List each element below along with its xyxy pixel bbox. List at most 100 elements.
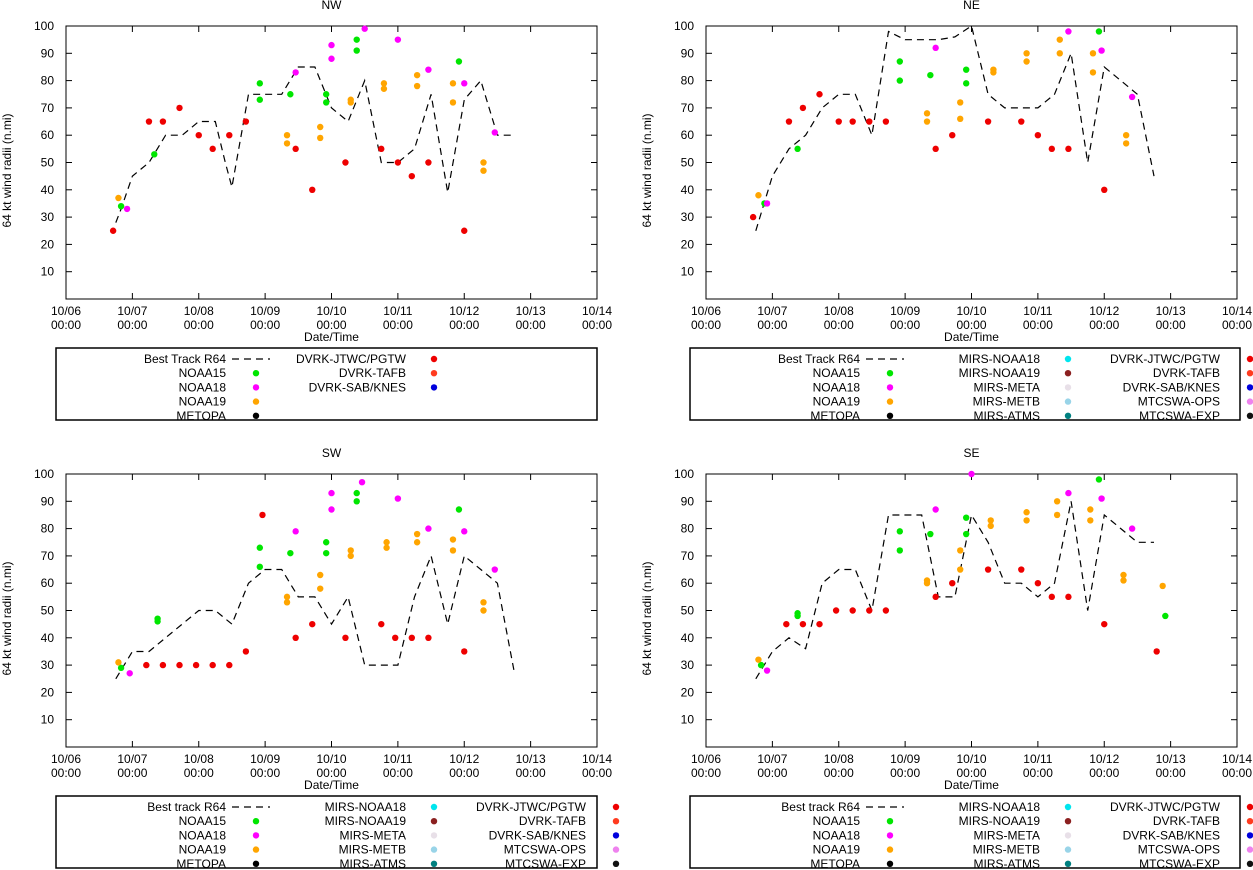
data-point-dvrk-jtwc-pgtw: [408, 172, 416, 180]
data-point-dvrk-jtwc-pgtw: [1018, 118, 1025, 125]
x-tick-label: 10/14: [1222, 304, 1252, 318]
y-tick-label: 50: [41, 604, 55, 618]
legend-marker: [612, 846, 620, 853]
data-point-noaa19: [449, 99, 457, 106]
legend-marker: [1246, 860, 1253, 867]
y-tick-label: 100: [674, 467, 694, 481]
data-point-noaa19: [1023, 50, 1030, 57]
data-point-dvrk-jtwc-pgtw: [816, 91, 823, 98]
x-tick-label: 10/09: [250, 304, 280, 318]
data-point-noaa18: [932, 44, 939, 52]
plot-frame: [705, 25, 1238, 300]
legend-marker: [252, 846, 260, 853]
x-tick-label: 00:00: [691, 318, 721, 332]
legend-marker: [612, 818, 620, 825]
data-point-noaa19: [347, 99, 354, 106]
data-point-noaa18: [461, 80, 468, 87]
y-tick-label: 90: [681, 494, 695, 508]
data-point-noaa15: [794, 145, 801, 153]
data-point-dvrk-jtwc-pgtw: [785, 118, 793, 125]
legend-label: DVRK-SAB/KNES: [489, 828, 586, 842]
data-point-noaa19: [957, 547, 964, 554]
x-tick-label: 10/08: [184, 752, 214, 766]
chart-title: SE: [963, 446, 979, 460]
x-tick-label: 10/09: [890, 752, 920, 766]
legend-label: DVRK-TAFB: [339, 366, 406, 380]
legend-marker: [886, 398, 894, 405]
legend-label: DVRK-JTWC/PGTW: [1110, 352, 1221, 366]
x-tick-label: 00:00: [383, 766, 413, 780]
legend-label: MIRS-METB: [339, 843, 406, 857]
legend-marker: [430, 860, 438, 867]
x-tick-label: 00:00: [1156, 766, 1186, 780]
x-tick-label: 10/12: [1089, 304, 1119, 318]
y-tick-label: 60: [41, 576, 55, 590]
data-point-dvrk-jtwc-pgtw: [394, 159, 402, 166]
data-point-noaa15: [962, 66, 970, 73]
data-point-noaa19: [1023, 517, 1030, 524]
x-tick-label: 10/09: [250, 752, 280, 766]
x-tick-label: 00:00: [250, 318, 280, 332]
plot-frame: [705, 473, 1238, 748]
data-point-noaa19: [283, 593, 291, 601]
data-point-noaa19: [413, 530, 421, 538]
data-point-noaa19: [383, 539, 390, 546]
data-point-noaa15: [962, 80, 970, 87]
data-point-dvrk-jtwc-pgtw: [866, 118, 873, 125]
data-point-noaa15: [353, 498, 360, 505]
x-tick-label: 00:00: [956, 318, 986, 332]
x-tick-label: 10/08: [824, 752, 854, 766]
data-point-noaa19: [480, 159, 487, 166]
legend-label: NOAA15: [813, 814, 861, 828]
legend-marker: [430, 384, 438, 391]
y-tick-label: 60: [681, 576, 695, 590]
x-axis-label: Date/Time: [304, 330, 359, 344]
data-point-noaa15: [287, 549, 294, 557]
chart-panel-nw: NW10203040506070809010010/0600:0010/0700…: [0, 0, 612, 423]
x-tick-label: 10/08: [184, 304, 214, 318]
legend-marker: [886, 370, 894, 377]
chart-panel-se: SE10203040506070809010010/0600:0010/0700…: [640, 446, 1253, 870]
x-tick-label: 10/14: [582, 304, 612, 318]
legend-marker: [1064, 860, 1072, 867]
x-tick-label: 10/08: [824, 304, 854, 318]
data-point-noaa19: [480, 599, 487, 606]
data-point-noaa19: [755, 656, 762, 663]
x-tick-label: 00:00: [117, 318, 147, 332]
data-point-noaa15: [927, 530, 934, 538]
data-point-noaa15: [322, 91, 330, 98]
legend-label: NOAA18: [813, 380, 861, 394]
data-point-noaa15: [256, 80, 264, 87]
data-point-noaa19: [1122, 140, 1130, 147]
data-point-noaa19: [380, 85, 388, 92]
data-point-noaa15: [256, 544, 264, 551]
y-tick-label: 70: [41, 101, 55, 115]
y-tick-label: 20: [681, 685, 695, 699]
data-point-dvrk-jtwc-pgtw: [835, 118, 842, 125]
data-point-dvrk-jtwc-pgtw: [799, 104, 807, 112]
data-point-dvrk-jtwc-pgtw: [1048, 593, 1056, 601]
data-point-noaa15: [896, 77, 904, 84]
x-tick-label: 00:00: [449, 318, 479, 332]
data-point-dvrk-jtwc-pgtw: [882, 118, 890, 125]
x-tick-label: 10/11: [1023, 752, 1052, 766]
x-tick-label: 10/10: [316, 752, 346, 766]
legend-marker: [612, 860, 620, 867]
y-tick-label: 80: [681, 522, 695, 536]
data-point-noaa19: [923, 580, 931, 587]
data-point-dvrk-jtwc-pgtw: [408, 634, 416, 641]
data-point-noaa19: [383, 544, 390, 551]
x-tick-label: 10/06: [691, 304, 721, 318]
data-point-noaa18: [932, 506, 939, 513]
data-point-dvrk-jtwc-pgtw: [461, 648, 468, 655]
legend-label: MIRS-NOAA19: [959, 814, 1041, 828]
data-point-dvrk-jtwc-pgtw: [1153, 648, 1160, 655]
x-tick-label: 00:00: [516, 318, 546, 332]
data-point-dvrk-jtwc-pgtw: [461, 227, 468, 234]
data-point-noaa19: [1122, 132, 1130, 139]
y-tick-label: 50: [681, 156, 695, 170]
plot-frame: [65, 25, 598, 300]
data-point-noaa19: [480, 607, 487, 614]
